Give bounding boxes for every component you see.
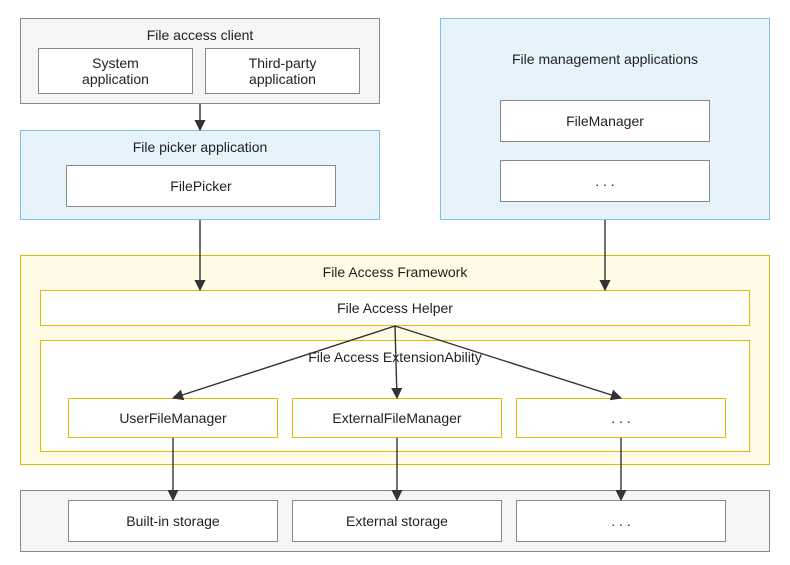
file-access-client-title: File access client <box>21 27 379 43</box>
storage-more-box: . . . <box>516 500 726 542</box>
third-party-application-box: Third-partyapplication <box>205 48 360 94</box>
system-application-label: Systemapplication <box>82 55 149 87</box>
extension-more-box: . . . <box>516 398 726 438</box>
external-file-manager-box: ExternalFileManager <box>292 398 502 438</box>
file-picker-app-title: File picker application <box>21 139 379 155</box>
user-file-manager-box: UserFileManager <box>68 398 278 438</box>
external-file-manager-label: ExternalFileManager <box>332 410 461 426</box>
file-access-helper-box: File Access Helper <box>40 290 750 326</box>
external-storage-box: External storage <box>292 500 502 542</box>
diagram-canvas: File access client Systemapplication Thi… <box>0 0 790 565</box>
third-party-application-label: Third-partyapplication <box>249 55 317 87</box>
file-mgmt-more-box: . . . <box>500 160 710 202</box>
user-file-manager-label: UserFileManager <box>119 410 226 426</box>
file-mgmt-apps-title: File management applications <box>441 51 769 67</box>
file-access-helper-label: File Access Helper <box>337 300 453 316</box>
extension-more-label: . . . <box>611 410 630 426</box>
storage-more-label: . . . <box>611 513 630 529</box>
file-picker-label: FilePicker <box>170 178 231 194</box>
file-picker-box: FilePicker <box>66 165 336 207</box>
builtin-storage-label: Built-in storage <box>126 513 219 529</box>
system-application-box: Systemapplication <box>38 48 193 94</box>
file-access-framework-title: File Access Framework <box>21 264 769 280</box>
builtin-storage-box: Built-in storage <box>68 500 278 542</box>
external-storage-label: External storage <box>346 513 448 529</box>
file-manager-label: FileManager <box>566 113 644 129</box>
file-manager-box: FileManager <box>500 100 710 142</box>
file-access-extension-title: File Access ExtensionAbility <box>41 349 749 365</box>
file-mgmt-more-label: . . . <box>595 173 614 189</box>
